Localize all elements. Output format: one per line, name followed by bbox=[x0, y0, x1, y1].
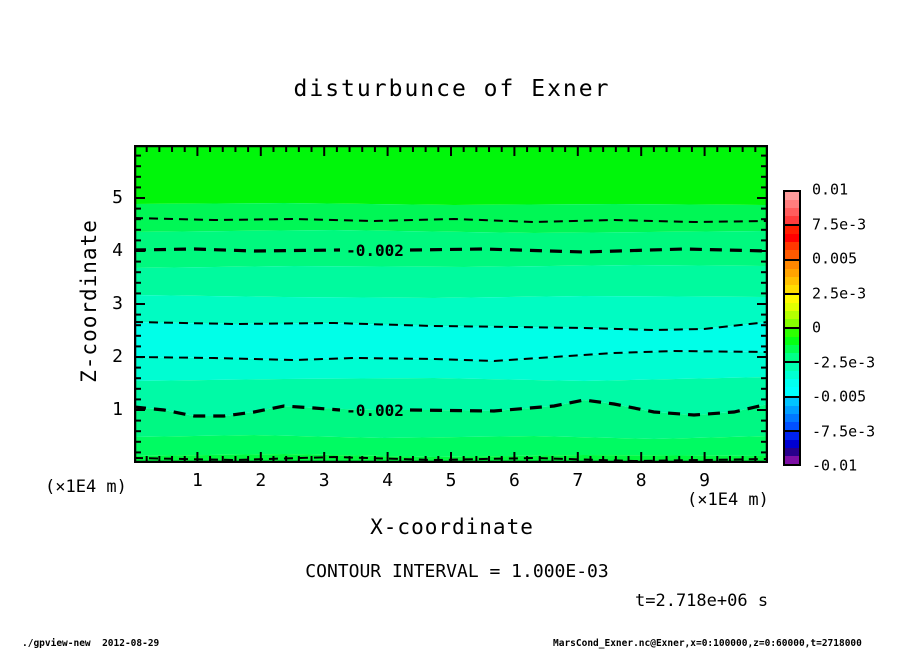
colorbar-swatch bbox=[785, 413, 799, 422]
x-tick-label: 8 bbox=[635, 470, 647, 491]
colorbar-swatch bbox=[785, 250, 799, 259]
contour-label: -0.002 bbox=[346, 241, 404, 260]
colorbar-tick-label: 0.01 bbox=[812, 180, 849, 199]
colorbar-swatch bbox=[785, 294, 799, 303]
fill-band bbox=[134, 295, 768, 330]
colorbar-swatch bbox=[785, 192, 799, 201]
colorbar-swatch bbox=[785, 260, 799, 269]
colorbar-cell bbox=[785, 395, 799, 430]
colorbar-swatch bbox=[785, 363, 799, 372]
z-tick-label: 5 bbox=[112, 187, 123, 208]
fill-band bbox=[134, 351, 768, 381]
colorbar-swatch bbox=[785, 387, 799, 396]
colorbar-tick-label: 7.5e-3 bbox=[812, 215, 867, 234]
plot-border bbox=[133, 144, 769, 464]
colorbar-tick-label: 0 bbox=[812, 318, 822, 337]
colorbar-tick-label: 2.5e-3 bbox=[812, 284, 867, 303]
colorbar-cell bbox=[785, 258, 799, 293]
contour-interval-note: CONTOUR INTERVAL = 1.000E-03 bbox=[305, 561, 609, 582]
colorbar-swatch bbox=[785, 405, 799, 414]
contour-line bbox=[409, 247, 769, 254]
x-tick-label: 6 bbox=[508, 470, 520, 491]
colorbar-swatch bbox=[785, 345, 799, 354]
x-tick-label: 2 bbox=[255, 470, 267, 491]
colorbar-cell bbox=[785, 192, 799, 225]
colorbar-swatch bbox=[785, 318, 799, 327]
colorbar-swatch bbox=[785, 208, 799, 217]
colorbar-cell bbox=[785, 429, 799, 464]
colorbar-cell bbox=[785, 224, 799, 259]
colorbar-swatch bbox=[785, 226, 799, 235]
z-axis-unit: (×1E4 m) bbox=[45, 477, 127, 497]
colorbar-swatch bbox=[785, 200, 799, 209]
footer-file-info: MarsCond_Exner.nc@Exner,x=0:100000,z=0:6… bbox=[553, 638, 862, 649]
z-tick-label: 4 bbox=[112, 240, 123, 261]
colorbar-tick-label: -7.5e-3 bbox=[812, 422, 876, 441]
time-stamp: t=2.718e+06 s bbox=[635, 591, 769, 611]
colorbar-tick-label: -0.01 bbox=[812, 456, 858, 475]
x-tick-label: 9 bbox=[699, 470, 711, 491]
colorbar-tick-label: -2.5e-3 bbox=[812, 353, 876, 372]
contour-line bbox=[409, 398, 769, 417]
colorbar-swatch bbox=[785, 242, 799, 251]
colorbar-swatch bbox=[785, 371, 799, 380]
colorbar-swatch bbox=[785, 353, 799, 362]
fill-band bbox=[134, 265, 768, 298]
colorbar-swatch bbox=[785, 447, 799, 456]
x-tick-label: 4 bbox=[382, 470, 394, 491]
colorbar-cell bbox=[785, 327, 799, 362]
contour-line bbox=[133, 349, 769, 363]
colorbar-swatch bbox=[785, 379, 799, 388]
colorbar-swatch bbox=[785, 216, 799, 225]
fill-band bbox=[134, 145, 768, 205]
plot-title: disturbunce of Exner bbox=[293, 76, 611, 102]
colorbar-swatch bbox=[785, 302, 799, 311]
contour-line bbox=[133, 217, 769, 224]
z-tick-label: 2 bbox=[112, 346, 123, 367]
contour-line bbox=[133, 321, 769, 332]
contour-label: -0.002 bbox=[346, 401, 404, 420]
colorbar-swatch bbox=[785, 439, 799, 448]
colorbar-tick-label: -0.005 bbox=[812, 387, 867, 406]
z-tick-label: 1 bbox=[112, 399, 123, 420]
colorbar-swatch bbox=[785, 310, 799, 319]
colorbar bbox=[783, 190, 801, 466]
x-axis-title: X-coordinate bbox=[370, 515, 534, 539]
contour-plot-canvas: -0.002 -0.002 bbox=[133, 144, 769, 464]
colorbar-swatch bbox=[785, 455, 799, 464]
x-tick-label: 7 bbox=[572, 470, 584, 491]
colorbar-cell bbox=[785, 361, 799, 396]
colorbar-swatch bbox=[785, 276, 799, 285]
plot-area: -0.002 -0.002 bbox=[133, 144, 769, 464]
colorbar-swatch bbox=[785, 234, 799, 243]
fill-band bbox=[134, 400, 768, 439]
fill-band bbox=[134, 435, 768, 457]
colorbar-cell bbox=[785, 292, 799, 327]
x-tick-label: 5 bbox=[445, 470, 457, 491]
x-axis-unit: (×1E4 m) bbox=[687, 490, 769, 510]
colorbar-swatch bbox=[785, 284, 799, 293]
x-tick-label: 1 bbox=[191, 470, 203, 491]
fill-band bbox=[134, 203, 768, 233]
colorbar-swatch bbox=[785, 431, 799, 440]
fill-band bbox=[134, 322, 768, 361]
contour-line bbox=[133, 404, 341, 418]
footer-command: ./gpview-new 2012-08-29 bbox=[22, 638, 160, 649]
x-tick-label: 3 bbox=[318, 470, 330, 491]
z-tick-label: 3 bbox=[112, 293, 123, 314]
colorbar-swatch bbox=[785, 329, 799, 338]
colorbar-swatch bbox=[785, 421, 799, 430]
colorbar-swatch bbox=[785, 268, 799, 277]
colorbar-swatch bbox=[785, 397, 799, 406]
colorbar-tick-label: 0.005 bbox=[812, 249, 858, 268]
contour-line bbox=[133, 247, 341, 253]
colorbar-swatch bbox=[785, 337, 799, 346]
